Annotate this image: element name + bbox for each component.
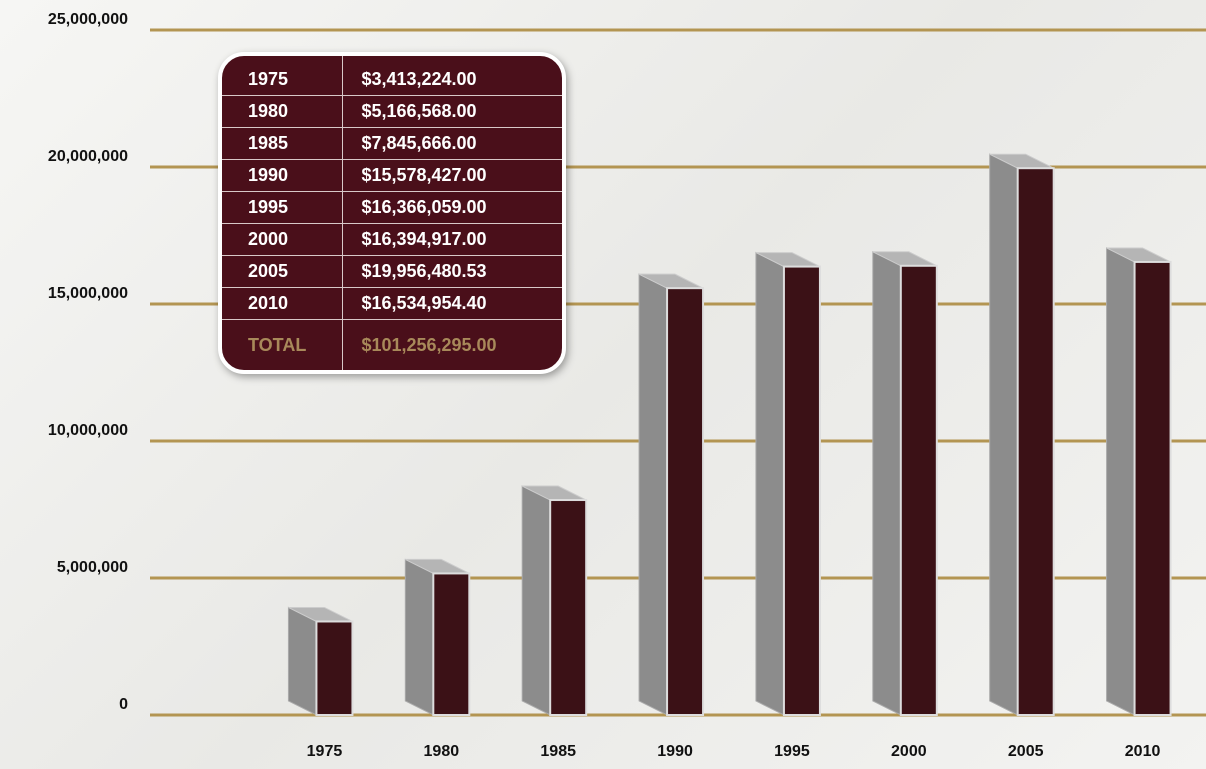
bar [899,264,938,716]
bar-side [989,153,1019,716]
bar [315,620,354,716]
amount-cell: $16,534,954.40 [342,287,562,320]
amount-cell: $101,256,295.00 [342,319,562,370]
table-row: 1985 $7,845,666.00 [222,127,562,160]
year-cell: 1975 [222,56,343,96]
bar-side [287,606,317,716]
year-cell: 1980 [222,95,343,128]
table-row: 1995 $16,366,059.00 [222,191,562,224]
amount-cell: $16,394,917.00 [342,223,562,256]
bar-side [521,485,551,716]
bar [1133,260,1172,716]
year-cell: 2010 [222,287,343,320]
amount-cell: $16,366,059.00 [342,191,562,224]
table: 1975 $3,413,224.00 1980 $5,166,568.00 1985 $7… [222,56,562,370]
year-cell: 1985 [222,127,343,160]
year-cell: 1995 [222,191,343,224]
bar [1016,167,1055,716]
amount-cell: $3,413,224.00 [342,56,562,96]
bar [549,499,588,716]
bar [666,287,705,716]
x-tick-label: 2005 [1008,743,1044,760]
y-tick-label: 10,000,000 [48,422,128,439]
x-tick-label: 1980 [424,743,460,760]
table-row: 2000 $16,394,917.00 [222,223,562,256]
bar-side [638,273,668,716]
table-row: 2005 $19,956,480.53 [222,255,562,288]
bar [782,265,821,716]
bar [432,572,471,716]
bar-side [1106,247,1136,716]
table-row: 1975 $3,413,224.00 [222,56,562,96]
table-row: 2010 $16,534,954.40 [222,287,562,320]
table-row: 1980 $5,166,568.00 [222,95,562,128]
year-cell: 2000 [222,223,343,256]
table-row: 1990 $15,578,427.00 [222,159,562,192]
amount-cell: $19,956,480.53 [342,255,562,288]
x-tick-label: 1975 [307,743,343,760]
bar-side [404,558,434,716]
bar-side [755,251,785,716]
bar-side [872,250,902,716]
amount-cell: $7,845,666.00 [342,127,562,160]
x-tick-label: 2010 [1125,743,1161,760]
y-tick-label: 15,000,000 [48,285,128,302]
amount-cell: $15,578,427.00 [342,159,562,192]
y-tick-label: 20,000,000 [48,148,128,165]
year-cell: 2005 [222,255,343,288]
x-tick-label: 2000 [891,743,927,760]
x-tick-label: 1985 [540,743,576,760]
y-tick-label: 0 [119,696,128,713]
y-tick-label: 5,000,000 [57,559,128,576]
y-tick-label: 25,000,000 [48,11,128,28]
table-row: TOTAL $101,256,295.00 [222,319,562,370]
year-cell: TOTAL [248,334,307,355]
year-cell: 1990 [222,159,343,192]
amount-cell: $5,166,568.00 [342,95,562,128]
x-tick-label: 1990 [657,743,693,760]
data-table: 1975 $3,413,224.00 1980 $5,166,568.00 1985 $7… [218,52,566,374]
x-tick-label: 1995 [774,743,810,760]
